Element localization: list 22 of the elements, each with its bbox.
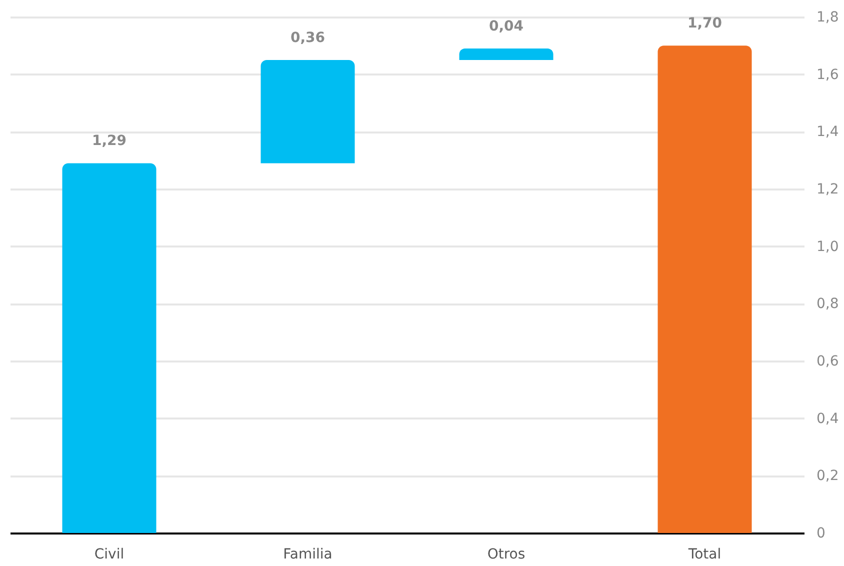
y-tick-label: 0,4 bbox=[816, 410, 839, 427]
data-label: 1,29 bbox=[92, 133, 127, 150]
bar bbox=[62, 163, 156, 533]
x-tick-label: Familia bbox=[283, 546, 332, 562]
y-tick-label: 1,0 bbox=[816, 238, 839, 255]
y-tick-label: 0,8 bbox=[816, 296, 839, 312]
y-tick-label: 0,6 bbox=[816, 354, 839, 370]
y-tick-label: 0 bbox=[816, 526, 826, 542]
x-tick-label: Total bbox=[687, 546, 722, 562]
x-tick-label: Otros bbox=[487, 546, 526, 562]
y-tick-label: 1,6 bbox=[816, 66, 839, 83]
data-label: 0,04 bbox=[488, 18, 524, 35]
x-tick-label: Civil bbox=[94, 546, 124, 562]
data-label: 0,36 bbox=[290, 30, 326, 46]
y-tick-label: 0,2 bbox=[816, 468, 839, 484]
y-tick-label: 1,8 bbox=[816, 10, 839, 26]
y-tick-label: 1,2 bbox=[816, 182, 839, 198]
data-label: 1,70 bbox=[687, 16, 722, 32]
bar bbox=[459, 48, 554, 60]
y-tick-label: 1,4 bbox=[816, 124, 839, 140]
bar bbox=[260, 60, 355, 164]
bar bbox=[658, 46, 752, 533]
